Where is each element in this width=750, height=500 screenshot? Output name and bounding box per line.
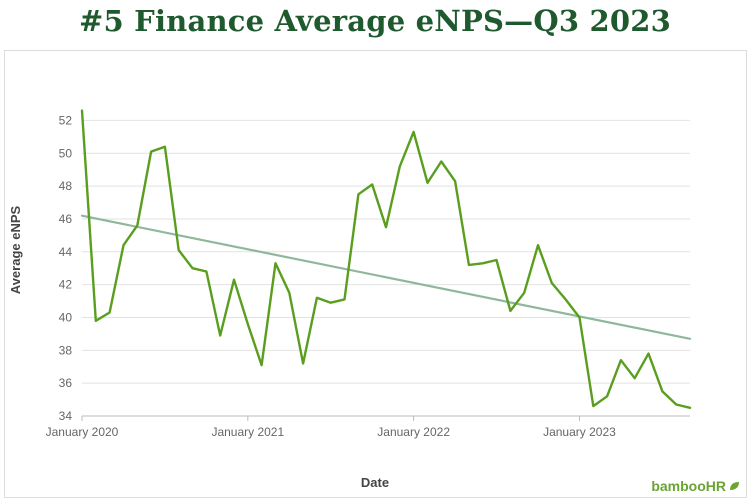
y-tick-label: 44 [59, 245, 73, 259]
y-tick-label: 46 [59, 212, 73, 226]
gridlines [82, 119, 690, 417]
x-tick-label: January 2022 [377, 425, 450, 439]
y-tick-label: 34 [59, 409, 73, 423]
y-tick-label: 50 [59, 146, 73, 160]
y-tick-label: 36 [59, 376, 73, 390]
series-line [80, 109, 692, 409]
chart-panel [4, 50, 747, 498]
y-tick-label: 48 [59, 179, 73, 193]
x-axis-ticks: January 2020 January 2021 January 2022 Janu… [46, 416, 616, 439]
logo-text: bambooHR [651, 478, 726, 494]
series-lines [80, 109, 692, 409]
bamboohr-logo: bambooHR [651, 478, 740, 494]
y-axis-label: Average eNPS [8, 205, 23, 294]
y-tick-label: 52 [59, 113, 73, 127]
leaf-icon [730, 482, 739, 490]
y-axis-ticks: 34 36 38 40 42 44 46 48 50 52 [59, 113, 73, 423]
y-tick-label: 42 [59, 278, 73, 292]
x-tick-label: January 2021 [211, 425, 284, 439]
x-tick-label: January 2020 [46, 425, 119, 439]
y-tick-label: 40 [59, 310, 73, 324]
y-tick-label: 38 [59, 343, 73, 357]
trendline [80, 214, 692, 340]
x-tick-label: January 2023 [543, 425, 616, 439]
chart-title: #5 Finance Average eNPS—Q3 2023 [78, 4, 672, 38]
x-axis-label: Date [361, 475, 389, 490]
